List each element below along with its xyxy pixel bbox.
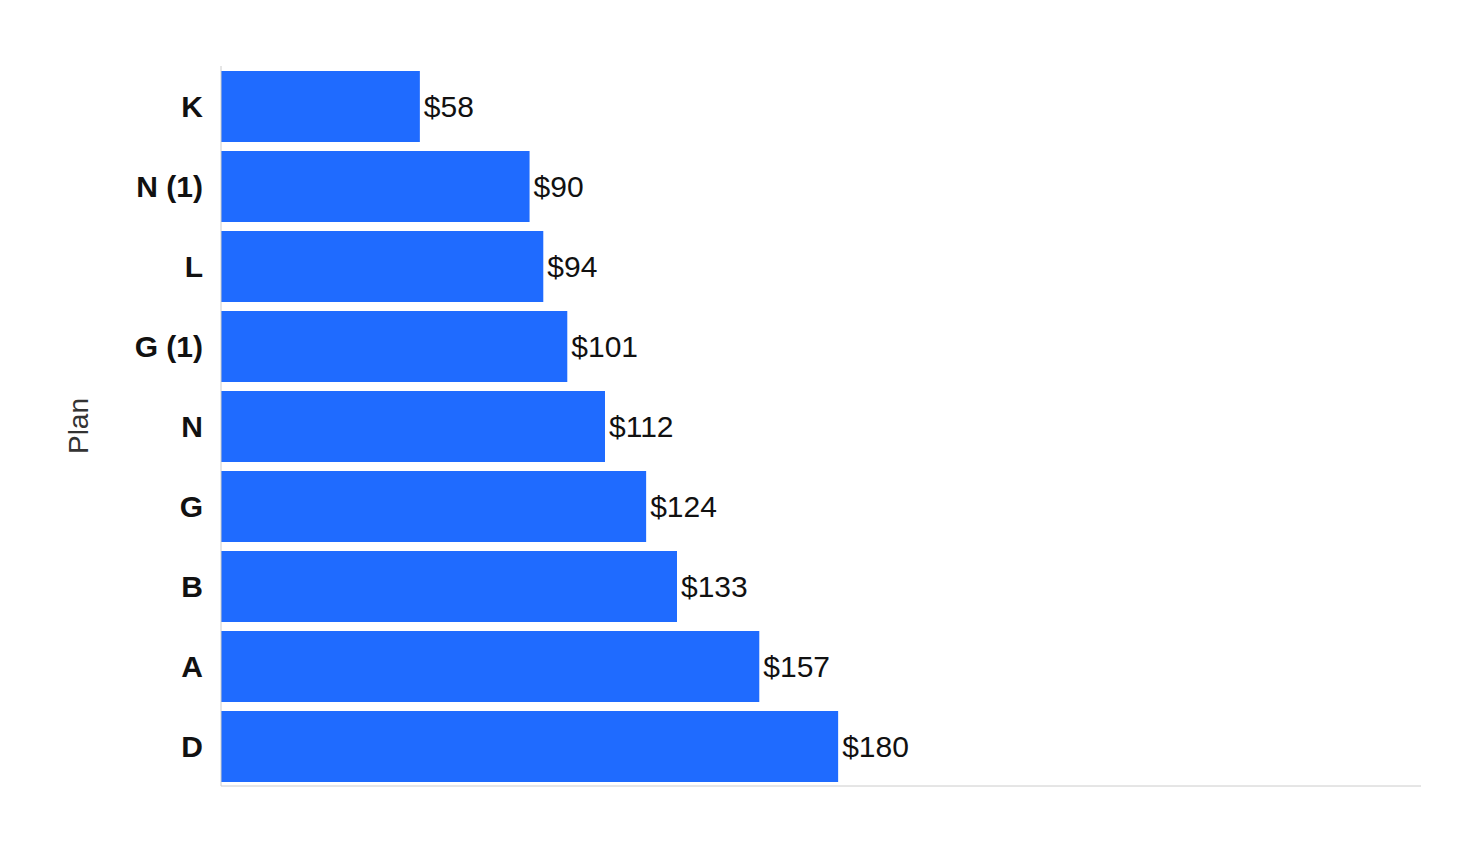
svg-text:D: D: [181, 730, 203, 763]
svg-text:$124: $124: [650, 490, 717, 523]
svg-text:A: A: [181, 650, 203, 683]
svg-text:$94: $94: [547, 250, 597, 283]
svg-text:N (1): N (1): [136, 170, 203, 203]
svg-text:$101: $101: [571, 330, 638, 363]
svg-text:B: B: [181, 570, 203, 603]
svg-text:G: G: [180, 490, 203, 523]
svg-text:$58: $58: [424, 90, 474, 123]
svg-text:L: L: [185, 250, 203, 283]
svg-text:$90: $90: [534, 170, 584, 203]
svg-text:N: N: [181, 410, 203, 443]
svg-text:$157: $157: [763, 650, 830, 683]
svg-text:Plan: Plan: [63, 398, 94, 454]
svg-text:$133: $133: [681, 570, 748, 603]
svg-text:$112: $112: [609, 410, 674, 443]
svg-text:$180: $180: [842, 730, 909, 763]
svg-text:G (1): G (1): [135, 330, 203, 363]
svg-text:K: K: [181, 90, 203, 123]
